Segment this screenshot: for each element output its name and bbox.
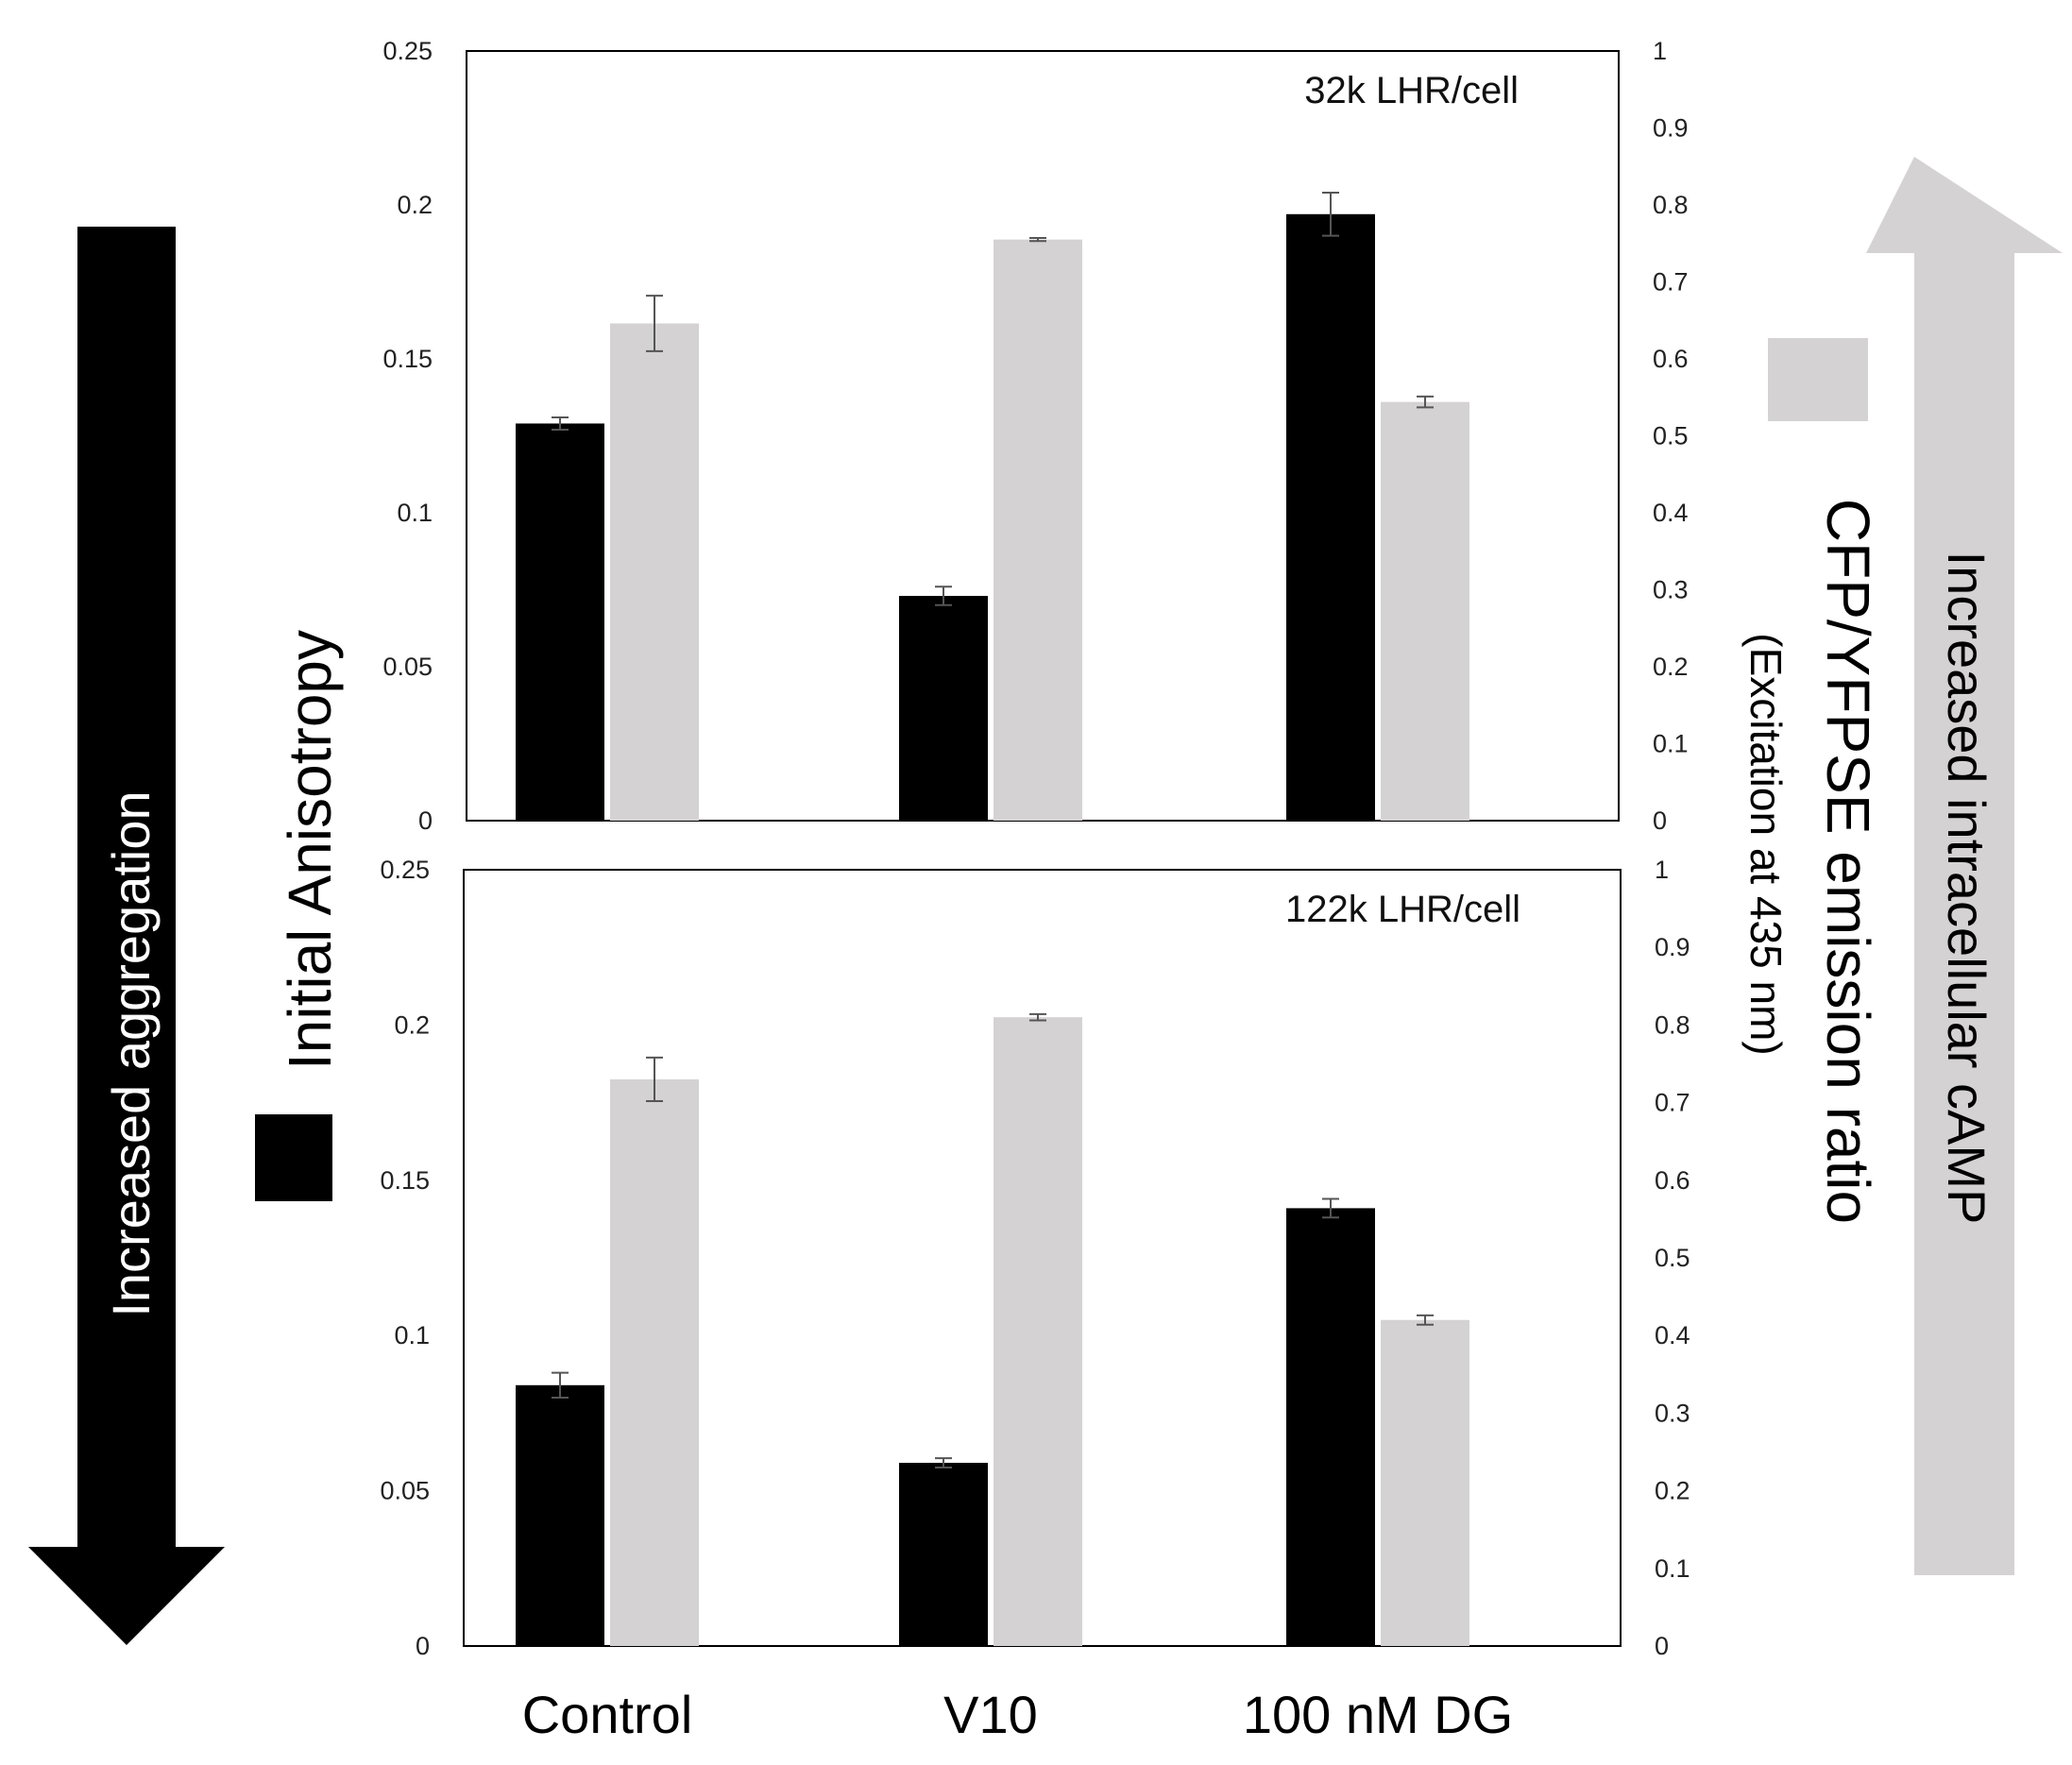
down-arrow-icon (28, 227, 225, 1645)
error-bar (1322, 191, 1339, 237)
right-tick-label: 1 (1653, 37, 1667, 65)
category-label: V10 (943, 1685, 1038, 1744)
right-tick-label: 0 (1653, 806, 1667, 835)
right-tick-label: 0.1 (1653, 730, 1689, 758)
right-tick-label: 0.5 (1655, 1244, 1690, 1272)
right-tick-label: 0.8 (1653, 191, 1689, 219)
left-tick-label: 0.2 (397, 191, 433, 219)
error-bar (552, 1371, 569, 1399)
left-tick-label: 0.25 (382, 37, 433, 65)
error-bar (646, 295, 663, 352)
left-tick-label: 0.1 (394, 1321, 430, 1349)
error-bar (1029, 1012, 1046, 1022)
error-bar (1029, 237, 1046, 243)
error-bar (552, 416, 569, 431)
left-tick-label: 0.15 (382, 345, 433, 373)
right-tick-label: 0.4 (1653, 499, 1689, 527)
ratio-bar (610, 1078, 699, 1646)
right-tick-label: 1 (1655, 856, 1669, 884)
panel-label: 122k LHR/cell (1285, 889, 1520, 930)
anisotropy-bar (899, 1463, 988, 1646)
chart-panel-top: 0 0.05 0.1 0.15 0.2 0.25 0 0.1 0.2 0.3 0.4 0.5 0.6 0.… (382, 37, 1688, 835)
right-axis-sublabel: (Excitation at 435 nm) (1741, 633, 1791, 1055)
right-tick-label: 0.5 (1653, 422, 1689, 450)
ratio-legend-swatch (1768, 338, 1868, 421)
anisotropy-bar (1286, 1208, 1375, 1646)
ratio-bar (994, 1017, 1082, 1646)
right-tick-label: 0.1 (1655, 1554, 1690, 1583)
left-tick-label: 0.1 (397, 499, 433, 527)
error-bar (1417, 395, 1434, 409)
right-tick-label: 0.7 (1653, 268, 1689, 297)
left-axis-title: Initial Anisotropy (255, 630, 344, 1201)
error-bar (646, 1056, 663, 1102)
right-tick-label: 0.8 (1655, 1010, 1690, 1039)
right-tick-label: 0.4 (1655, 1321, 1690, 1349)
chart-panel-bottom: 0 0.05 0.1 0.15 0.2 0.25 0 0.1 0.2 0.3 0.4 0.5 0.6 0.… (380, 856, 1690, 1660)
camp-arrow-label: Increased intracellular cAMP (1937, 552, 1996, 1225)
camp-arrow: Increased intracellular cAMP (1866, 157, 2063, 1575)
left-axis-label: Initial Anisotropy (276, 630, 344, 1070)
right-tick-label: 0 (1655, 1632, 1669, 1660)
up-arrow-icon (1866, 157, 2063, 1575)
error-bar (1322, 1197, 1339, 1219)
right-tick-label: 0.6 (1655, 1166, 1690, 1195)
right-tick-label: 0.3 (1655, 1399, 1690, 1427)
category-label: Control (522, 1685, 693, 1744)
right-tick-label: 0.2 (1653, 653, 1689, 681)
ratio-bar (610, 323, 699, 821)
anisotropy-bar (1286, 213, 1375, 821)
left-tick-label: 0.05 (380, 1477, 430, 1505)
error-bar (935, 586, 952, 606)
panel-label: 32k LHR/cell (1304, 70, 1519, 111)
ratio-bar (994, 239, 1082, 822)
error-bar (935, 1457, 952, 1468)
left-tick-label: 0.2 (394, 1010, 430, 1039)
ratio-bar (1381, 401, 1469, 821)
category-label: 100 nM DG (1243, 1685, 1513, 1744)
right-tick-label: 0.6 (1653, 345, 1689, 373)
x-axis-categories: Control V10 100 nM DG (522, 1685, 1513, 1744)
right-axis-title: CFP/YFPSE emission ratio (Excitation at … (1741, 338, 1882, 1224)
anisotropy-legend-swatch (255, 1114, 332, 1201)
anisotropy-bar (516, 1384, 604, 1646)
aggregation-arrow: Increased aggregation (28, 227, 225, 1645)
anisotropy-bar (516, 423, 604, 821)
right-tick-label: 0.3 (1653, 576, 1689, 604)
right-tick-label: 0.2 (1655, 1477, 1690, 1505)
right-tick-label: 0.7 (1655, 1089, 1690, 1117)
left-tick-label: 0.25 (380, 856, 430, 884)
aggregation-arrow-label: Increased aggregation (101, 790, 161, 1316)
left-tick-label: 0.15 (380, 1166, 430, 1195)
right-tick-label: 0.9 (1653, 114, 1689, 143)
left-tick-label: 0 (416, 1632, 430, 1660)
left-tick-label: 0 (418, 806, 433, 835)
right-axis-label: CFP/YFPSE emission ratio (1814, 499, 1882, 1224)
anisotropy-bar (899, 596, 988, 821)
ratio-bar (1381, 1319, 1469, 1646)
error-bar (1417, 1314, 1434, 1326)
left-tick-label: 0.05 (382, 653, 433, 681)
right-tick-label: 0.9 (1655, 933, 1690, 961)
